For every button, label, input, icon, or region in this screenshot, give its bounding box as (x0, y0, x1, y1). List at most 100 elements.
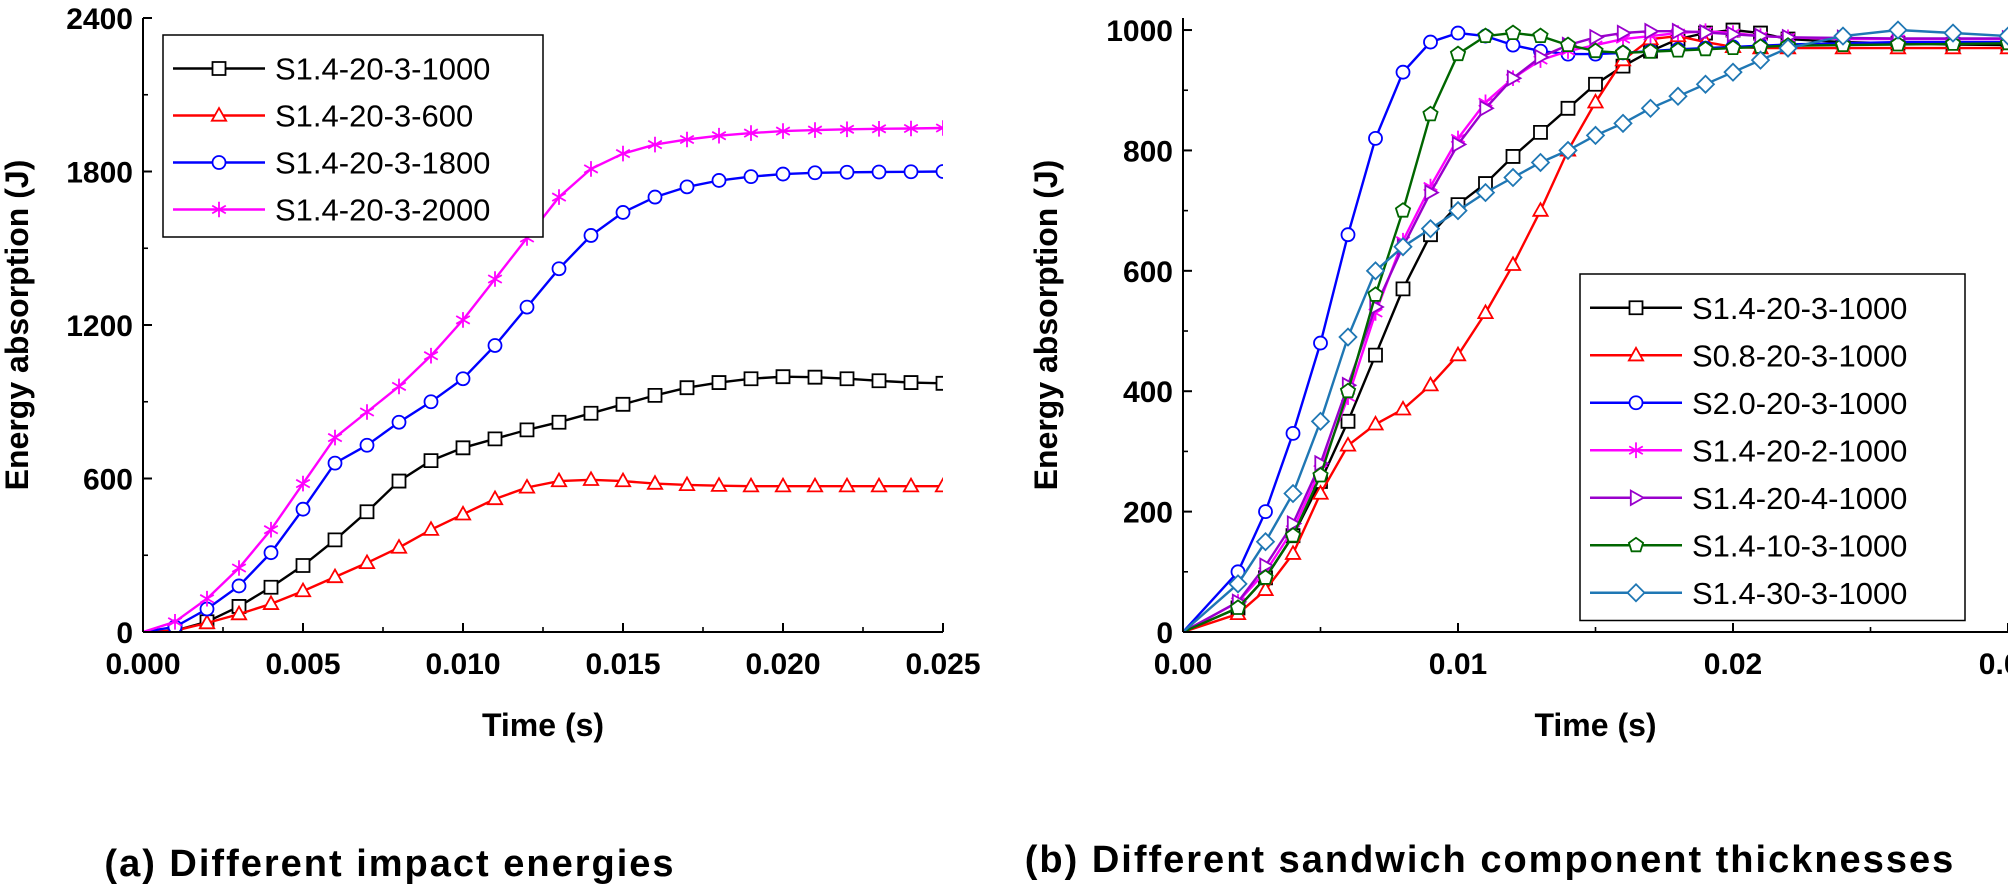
data-point (295, 475, 311, 492)
data-point (1448, 200, 1468, 221)
data-point (1644, 22, 1660, 40)
legend-label: S1.4-20-3-600 (275, 99, 473, 134)
data-point (1614, 44, 1632, 60)
data-point (1699, 23, 1715, 42)
legend-entry-s0-8-20-3-1000: S0.8-20-3-1000 (1590, 338, 1907, 373)
data-point (1259, 557, 1275, 575)
legend-label: S1.4-10-3-1000 (1692, 528, 1907, 563)
figure-caption: (a) Different impact energies (104, 843, 675, 885)
data-point (1943, 23, 1963, 43)
series-s1-4-30-3-1000 (1183, 20, 2008, 632)
data-point (486, 489, 504, 506)
legend-entry-s1-4-20-4-1000: S1.4-20-4-1000 (1590, 481, 1907, 516)
series-line (143, 375, 943, 632)
data-point (519, 422, 535, 438)
data-point (1449, 345, 1467, 362)
data-point (1586, 92, 1605, 109)
data-point (1394, 202, 1412, 218)
legend-entry-s1-4-20-3-1800: S1.4-20-3-1800 (173, 146, 490, 181)
legend-label: S1.4-30-3-1000 (1692, 576, 1907, 611)
data-point (198, 613, 216, 630)
data-point (1340, 227, 1356, 243)
data-point (550, 471, 568, 488)
legend-label: S1.4-20-3-1800 (275, 146, 490, 181)
data-point (422, 520, 440, 536)
series-line (143, 478, 943, 632)
data-point (487, 271, 503, 287)
data-point (1367, 286, 1384, 302)
x-tick-label: 0.01 (1429, 648, 1487, 681)
data-point (1998, 26, 2008, 46)
data-point (262, 594, 280, 610)
data-point (1256, 580, 1275, 596)
data-point (1257, 569, 1274, 585)
data-point (1284, 527, 1302, 543)
legend-marker (1627, 536, 1645, 553)
data-point (1587, 42, 1604, 59)
data-point (743, 169, 759, 185)
y-tick-label: 600 (1123, 256, 1173, 289)
data-point (615, 396, 631, 412)
data-point (934, 476, 943, 493)
x-axis-title: Time (s) (482, 707, 604, 743)
data-point (1228, 574, 1248, 594)
data-point (839, 164, 855, 180)
data-point (455, 440, 471, 456)
data-point (231, 560, 247, 576)
y-axis-title: Energy absorption (J) (0, 160, 35, 491)
data-point (679, 131, 695, 148)
x-tick-label: 0.015 (585, 648, 660, 681)
data-point (1723, 62, 1743, 82)
data-point (1338, 327, 1358, 347)
data-point (1778, 38, 1798, 58)
data-point (935, 375, 943, 391)
data-point (518, 478, 536, 494)
data-point (519, 299, 535, 315)
data-point (295, 558, 311, 573)
data-point (1284, 544, 1302, 560)
legend-marker (1628, 300, 1644, 316)
data-point (679, 179, 695, 195)
data-point (583, 161, 599, 177)
data-point (551, 414, 567, 430)
data-point (455, 312, 471, 328)
x-tick-label: 0.025 (905, 648, 980, 681)
legend-marker (1629, 489, 1646, 507)
x-tick-label: 0.02 (1704, 648, 1762, 681)
data-point (487, 431, 503, 447)
data-point (615, 145, 631, 162)
data-point (583, 405, 599, 421)
data-point (1888, 20, 1908, 40)
data-point (359, 404, 375, 420)
data-point (647, 189, 663, 205)
data-point (1559, 36, 1577, 52)
data-point (807, 369, 823, 385)
x-tick-label: 0.00 (1154, 648, 1212, 681)
data-point (902, 476, 920, 493)
data-point (359, 437, 375, 453)
data-point (1533, 124, 1548, 140)
data-point (1394, 399, 1412, 416)
legend-marker (210, 106, 228, 122)
legend-label: S1.4-20-3-1000 (275, 52, 490, 87)
data-point (615, 205, 631, 220)
data-point (1534, 48, 1550, 66)
data-point (390, 538, 408, 554)
legend-marker (1628, 442, 1644, 459)
data-point (1339, 436, 1357, 452)
data-point (1530, 152, 1551, 173)
legend-marker (211, 155, 227, 170)
legend-label: S1.4-20-4-1000 (1692, 481, 1907, 516)
data-point (327, 532, 343, 548)
data-point (551, 261, 567, 277)
data-point (1642, 43, 1659, 59)
data-point (1393, 237, 1413, 257)
data-point (1889, 35, 1907, 52)
data-point (903, 375, 919, 390)
chart-a: 0.000 0.005 0.010 0.015 0.020 0.025 0 600 1200 18… (0, 3, 981, 885)
data-point (1424, 183, 1440, 202)
legend-entry-s1-4-20-2-1000: S1.4-20-2-1000 (1590, 433, 1907, 468)
data-point (775, 166, 791, 182)
data-point (1312, 466, 1329, 483)
data-point (1588, 76, 1603, 92)
